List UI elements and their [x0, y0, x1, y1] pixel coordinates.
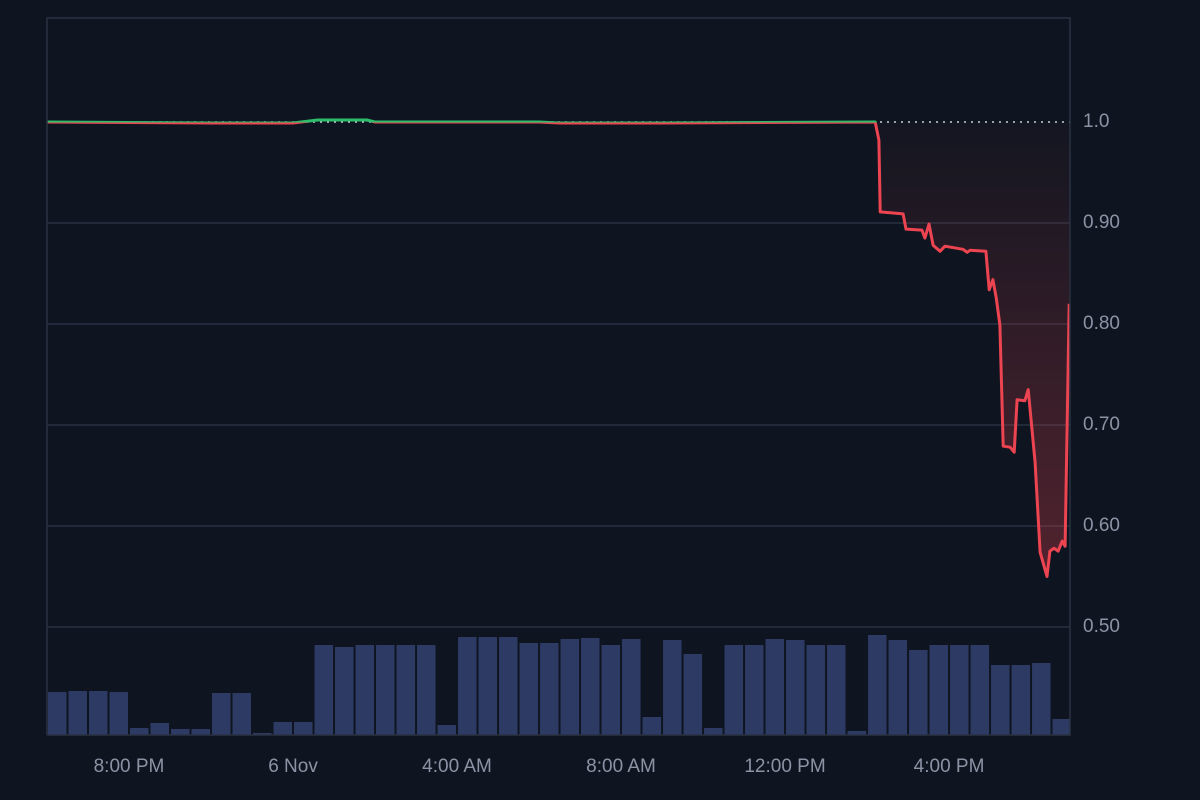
- y-tick-label: 0.60: [1083, 515, 1120, 536]
- volume-bar: [458, 637, 477, 735]
- volume-bar: [417, 645, 436, 735]
- volume-bar: [929, 645, 949, 735]
- volume-bar: [950, 645, 969, 735]
- y-tick-label: 0.50: [1083, 616, 1120, 637]
- volume-bars: [48, 635, 1070, 735]
- volume-bar: [150, 723, 170, 735]
- volume-bar: [704, 728, 723, 735]
- volume-bar: [314, 645, 334, 735]
- y-tick-label: 0.90: [1083, 212, 1120, 233]
- volume-bar: [806, 645, 826, 735]
- volume-bar: [253, 733, 272, 735]
- volume-bar: [519, 643, 539, 735]
- volume-bar: [109, 692, 129, 735]
- x-tick-label: 4:00 PM: [914, 756, 985, 777]
- volume-bar: [48, 692, 67, 735]
- volume-bar: [724, 645, 744, 735]
- volume-bar: [1011, 665, 1031, 735]
- x-tick-label: 8:00 AM: [586, 756, 656, 777]
- volume-bar: [642, 717, 662, 735]
- volume-bar: [437, 725, 457, 735]
- volume-bar: [970, 645, 990, 735]
- x-tick-label: 4:00 AM: [422, 756, 492, 777]
- plot-frame: [46, 17, 1071, 736]
- volume-bar: [89, 691, 108, 735]
- volume-bar: [683, 654, 703, 735]
- y-tick-label: 0.70: [1083, 414, 1120, 435]
- volume-bar: [991, 665, 1010, 735]
- x-tick-label: 12:00 PM: [744, 756, 825, 777]
- volume-bar: [376, 645, 395, 735]
- volume-bar: [130, 728, 149, 735]
- x-tick-label: 8:00 PM: [94, 756, 165, 777]
- volume-bar: [601, 645, 621, 735]
- volume-bar: [745, 645, 764, 735]
- volume-bar: [478, 637, 498, 735]
- volume-bar: [581, 638, 600, 735]
- volume-bar: [827, 645, 846, 735]
- y-tick-label: 1.0: [1083, 111, 1109, 132]
- volume-bar: [68, 691, 88, 735]
- volume-bar: [765, 639, 785, 735]
- volume-bar: [560, 639, 580, 735]
- volume-bar: [171, 729, 190, 735]
- y-tick-label: 0.80: [1083, 313, 1120, 334]
- volume-bar: [663, 640, 682, 735]
- volume-bar: [540, 643, 559, 735]
- volume-bar: [335, 647, 354, 735]
- volume-bar: [847, 731, 867, 735]
- down-area: [131, 122, 1070, 577]
- volume-bar: [888, 640, 908, 735]
- volume-bar: [355, 645, 375, 735]
- volume-bar: [499, 637, 518, 735]
- price-line-down: [47, 122, 1070, 578]
- volume-bar: [868, 635, 887, 735]
- volume-bar: [212, 693, 231, 735]
- volume-bar: [622, 639, 641, 735]
- volume-bar: [1032, 663, 1051, 735]
- volume-bar: [294, 722, 313, 735]
- volume-bar: [786, 640, 805, 735]
- volume-bar: [232, 693, 252, 735]
- volume-bar: [1052, 719, 1070, 735]
- volume-bar: [396, 645, 416, 735]
- volume-bar: [191, 729, 211, 735]
- volume-bar: [909, 650, 928, 735]
- volume-bar: [273, 722, 293, 735]
- x-tick-label: 6 Nov: [268, 756, 318, 777]
